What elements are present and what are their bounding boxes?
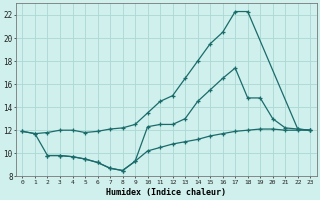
X-axis label: Humidex (Indice chaleur): Humidex (Indice chaleur) [106,188,226,197]
